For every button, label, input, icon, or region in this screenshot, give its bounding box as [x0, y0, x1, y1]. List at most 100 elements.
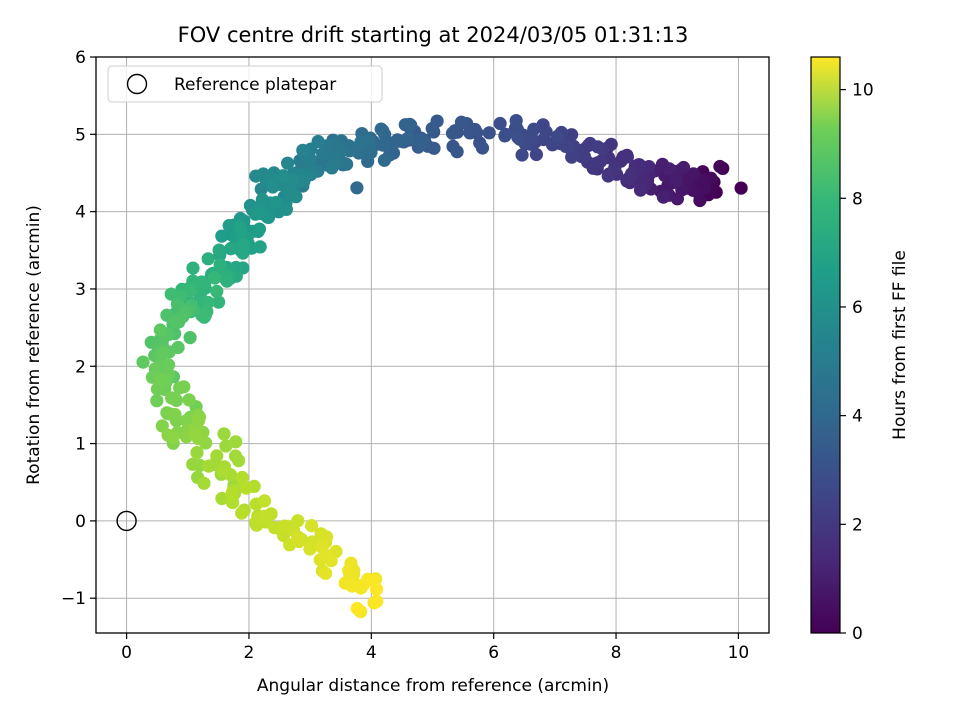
data-point: [325, 161, 339, 175]
data-point: [153, 323, 167, 337]
data-point: [350, 601, 364, 616]
data-point: [226, 496, 240, 510]
data-point: [234, 222, 248, 236]
data-point: [303, 542, 317, 556]
x-tick-label: 8: [611, 643, 622, 663]
y-tick-label: −1: [61, 589, 86, 609]
legend-box: [107, 65, 383, 103]
data-point: [165, 391, 179, 405]
data-point: [229, 435, 243, 449]
data-point: [268, 521, 282, 535]
chart-title: FOV centre drift starting at 2024/03/05 …: [178, 23, 689, 47]
data-point: [281, 156, 295, 170]
data-point: [162, 358, 176, 372]
y-tick-label: 2: [75, 357, 86, 377]
data-point: [316, 147, 330, 161]
data-point: [475, 141, 490, 155]
data-point: [324, 554, 338, 568]
data-point: [482, 126, 496, 140]
data-point: [511, 130, 525, 144]
data-point: [369, 582, 384, 596]
colorbar-tick-label: 10: [852, 81, 874, 101]
x-axis-label: Angular distance from reference (arcmin): [257, 676, 609, 696]
data-point: [215, 229, 229, 243]
data-point: [150, 394, 164, 408]
data-point: [539, 125, 553, 139]
data-point: [225, 486, 239, 500]
plot-frame: [95, 56, 770, 634]
data-point: [620, 150, 635, 164]
data-point: [168, 315, 182, 329]
data-point: [235, 470, 249, 485]
data-point: [232, 454, 246, 468]
y-tick-label: 4: [75, 203, 86, 223]
data-point: [186, 457, 200, 471]
colorbar-label: Hours from first FF file: [890, 250, 910, 440]
data-point: [565, 128, 579, 142]
data-point: [136, 355, 150, 369]
colorbar-tick-label: 8: [852, 189, 863, 209]
data-point: [509, 114, 523, 128]
data-point: [670, 173, 684, 187]
data-point: [296, 143, 310, 157]
colorbar-ticks: 0 2 4 6 8 10: [840, 81, 874, 644]
data-point: [182, 393, 196, 407]
y-tick-label: 0: [75, 512, 86, 532]
data-point: [292, 534, 306, 549]
data-point: [377, 153, 391, 167]
data-point: [153, 372, 168, 387]
colorbar-tick-label: 0: [852, 624, 863, 644]
data-point: [193, 279, 207, 293]
data-point: [212, 243, 226, 257]
data-point: [734, 181, 748, 195]
data-point: [319, 566, 333, 580]
data-point: [220, 274, 234, 288]
legend: Reference platepar: [107, 65, 383, 103]
legend-marker-reference-icon: [126, 73, 148, 95]
data-point: [293, 154, 307, 168]
data-point: [276, 169, 290, 183]
data-point: [190, 446, 204, 460]
y-tick-label: 3: [75, 280, 86, 300]
data-point: [345, 579, 359, 593]
x-tick-label: 4: [366, 643, 377, 663]
data-point: [216, 464, 230, 479]
x-tick-label: 2: [244, 643, 255, 663]
data-point: [186, 261, 200, 275]
data-point: [529, 147, 544, 162]
data-point: [253, 240, 267, 254]
data-point: [197, 476, 211, 490]
data-point: [454, 115, 469, 129]
data-point: [213, 258, 227, 272]
data-point: [713, 159, 727, 174]
data-point: [210, 284, 224, 298]
data-point: [499, 127, 513, 141]
data-point: [236, 246, 250, 260]
data-point: [252, 222, 266, 236]
data-point: [415, 133, 429, 147]
data-point: [670, 192, 685, 206]
data-point: [183, 284, 197, 298]
y-axis-ticks: −1 0 1 2 3 4 5 6: [61, 48, 96, 609]
legend-entry-reference-platepar: Reference platepar: [174, 75, 336, 95]
x-tick-label: 0: [121, 643, 132, 663]
data-point: [625, 167, 639, 181]
data-point: [269, 195, 283, 210]
y-tick-label: 5: [75, 125, 86, 145]
data-point: [166, 430, 180, 444]
data-point: [515, 148, 529, 162]
data-point: [550, 129, 565, 143]
data-point: [347, 567, 361, 582]
data-point: [427, 141, 441, 155]
y-tick-label: 6: [75, 48, 86, 68]
data-point: [425, 121, 439, 136]
data-point: [561, 140, 575, 154]
data-point: [601, 169, 615, 183]
data-point: [450, 145, 464, 159]
data-point: [266, 180, 280, 194]
data-point: [199, 436, 213, 450]
data-point: [374, 122, 388, 136]
data-point: [239, 481, 253, 495]
data-point: [565, 150, 579, 164]
